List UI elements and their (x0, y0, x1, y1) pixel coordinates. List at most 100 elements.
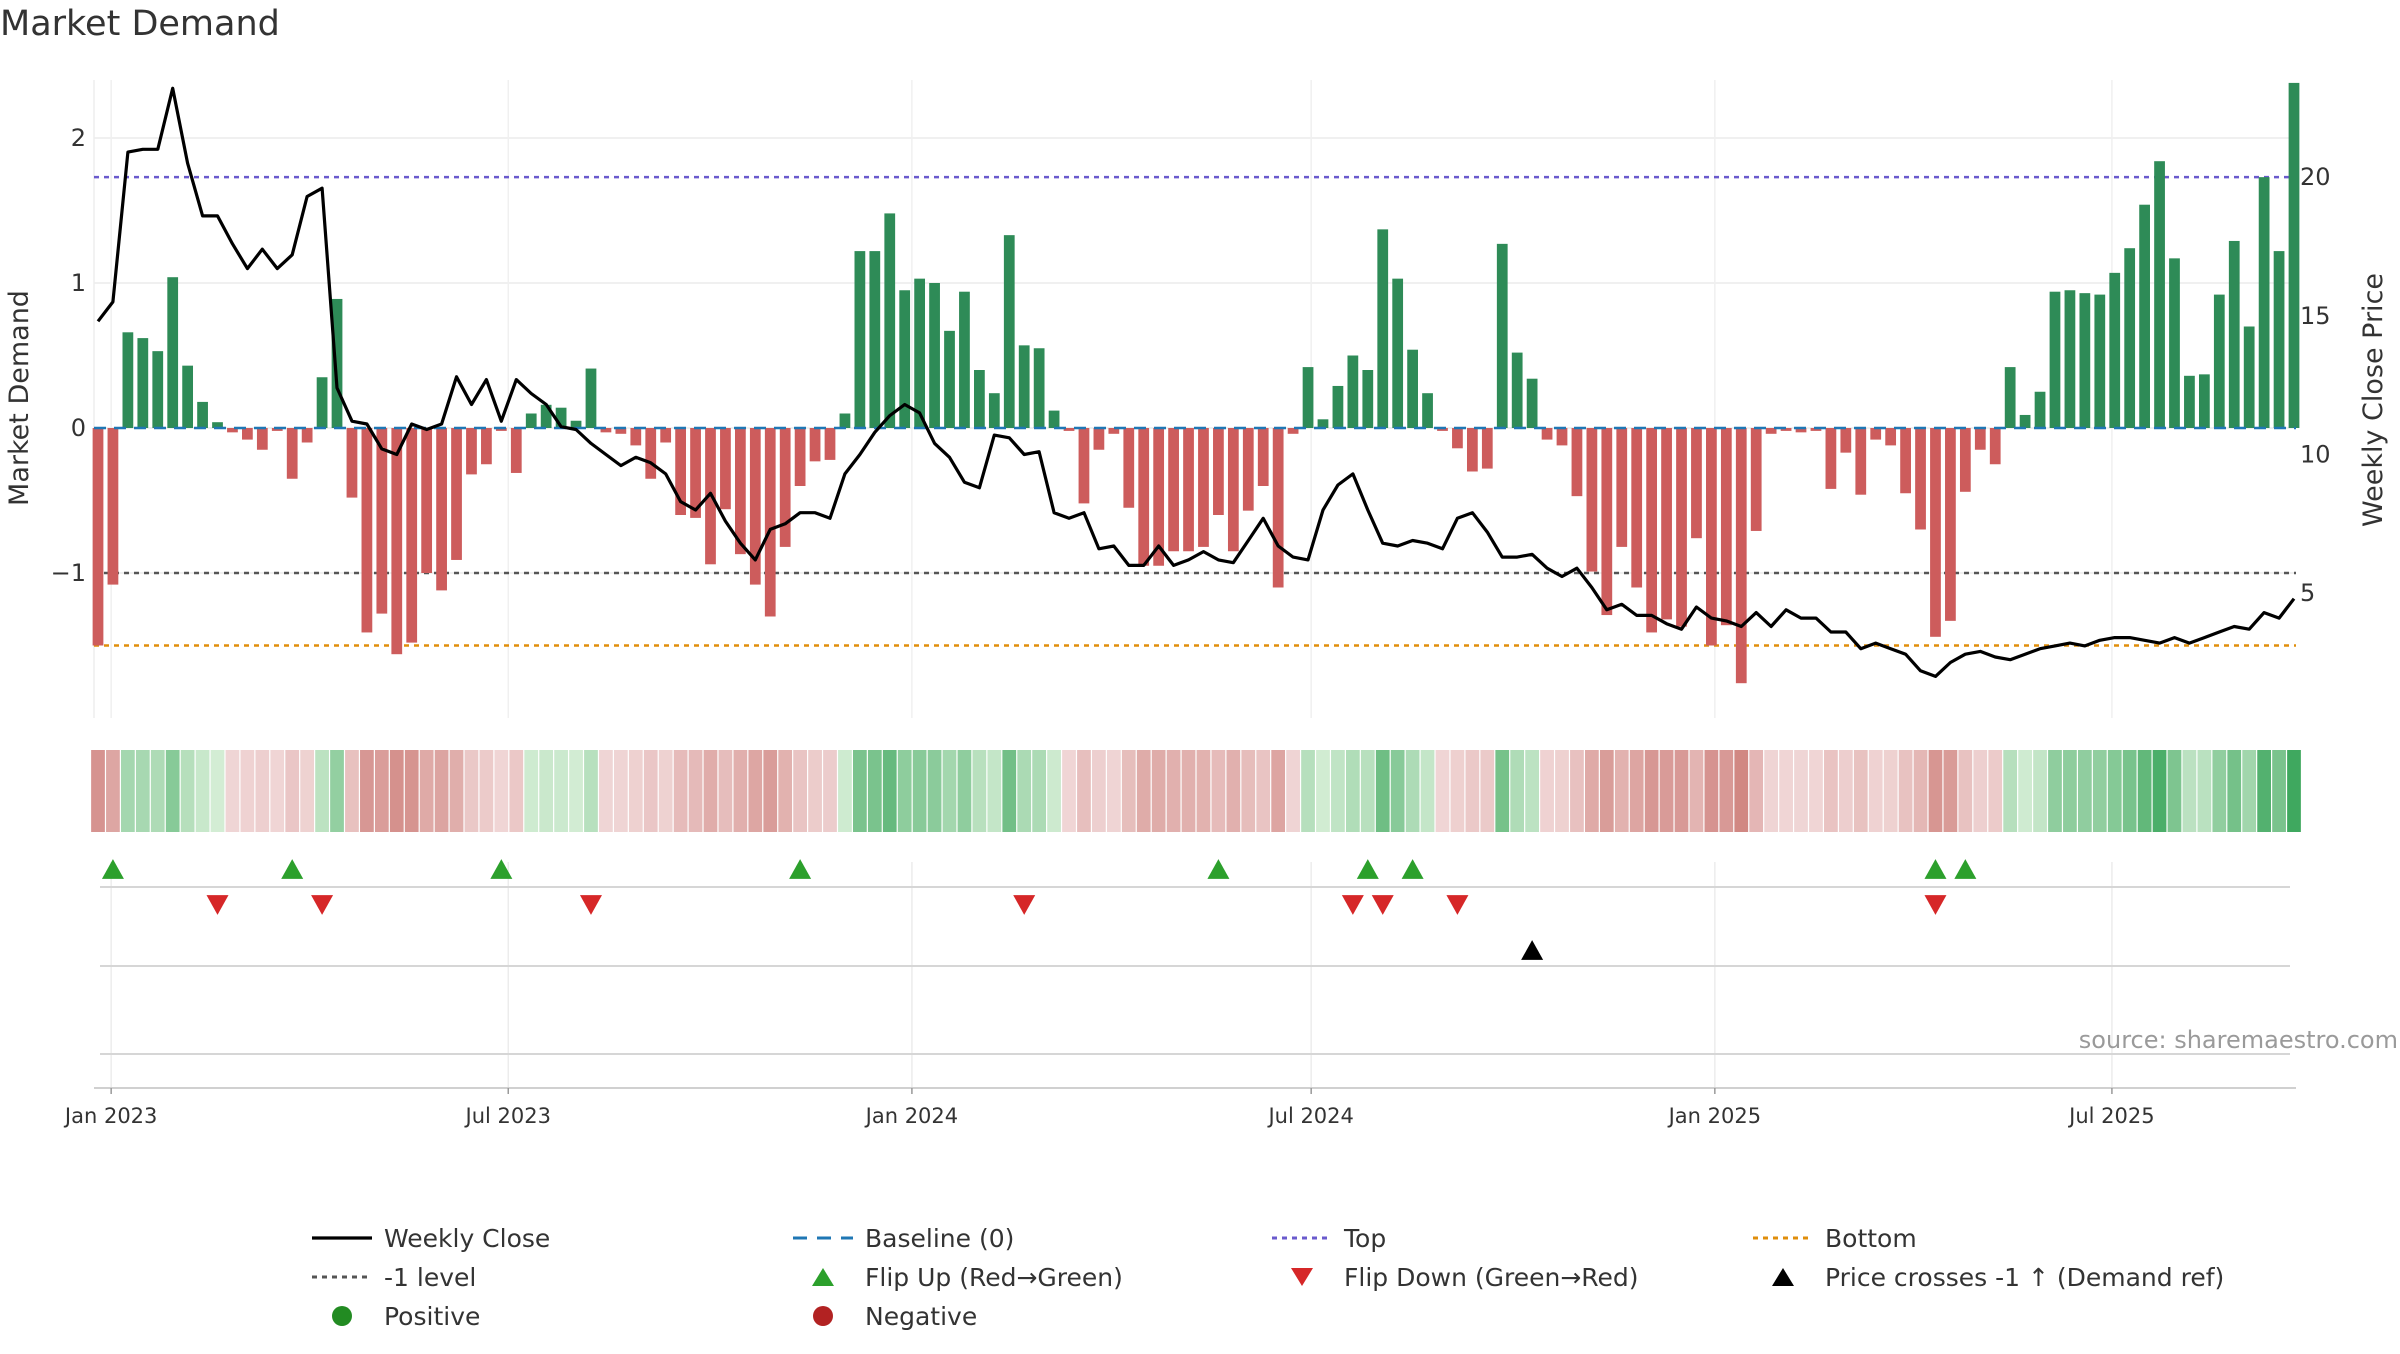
demand-bar (1900, 428, 1911, 494)
heat-strip-cell (1256, 750, 1271, 832)
demand-bar (2049, 291, 2061, 428)
demand-bar (2258, 177, 2270, 428)
heat-strip-cell (1570, 750, 1584, 832)
demand-bar (1765, 428, 1777, 434)
demand-bar (2139, 204, 2150, 428)
demand-bar (256, 428, 268, 450)
heat-strip-cell (1824, 750, 1838, 832)
heat-strip-cell (2272, 750, 2286, 832)
legend-item: Weekly Close (312, 1224, 550, 1253)
demand-bar (1750, 428, 1762, 531)
demand-bar (107, 428, 119, 585)
demand-bar (525, 413, 537, 428)
demand-bar (197, 401, 208, 428)
heat-strip-cell (2003, 750, 2018, 832)
heat-strip-cell (419, 750, 434, 832)
heat-strip-cell (1898, 750, 1913, 832)
legend-label: Weekly Close (384, 1224, 550, 1253)
heat-strip-cell (121, 750, 135, 832)
demand-bar (1959, 428, 1971, 492)
heat-strip-cell (210, 750, 225, 832)
heat-strip-cell (374, 750, 389, 832)
heat-strip-cell (1644, 750, 1659, 832)
y-tick-label-right: 20 (2300, 163, 2331, 191)
heat-strip-cell (1211, 750, 1226, 832)
legend-swatch-triangle (812, 1268, 834, 1286)
y-axis-label-right: Weekly Close Price (2358, 273, 2389, 527)
heat-strip-cell (2287, 750, 2301, 832)
demand-bar (1989, 428, 2001, 465)
signal-markers (101, 859, 1977, 960)
heat-strip-cell (1599, 750, 1614, 832)
x-tick-label: Jul 2024 (1266, 1104, 1353, 1128)
demand-bar (1526, 378, 1538, 428)
heat-strip-cell (853, 750, 867, 832)
demand-bar (764, 428, 776, 617)
demand-bar (1915, 428, 1926, 530)
heat-strip-cell (434, 750, 449, 832)
demand-bar (2169, 258, 2180, 428)
demand-bar (1974, 428, 1986, 450)
heat-strip-cell (972, 750, 987, 832)
demand-bar (1063, 428, 1075, 431)
demand-bar (2004, 367, 2016, 428)
heat-strip-cell (643, 750, 658, 832)
demand-bar (1437, 428, 1448, 431)
legend-item: Top (1272, 1224, 1386, 1253)
demand-bar (1795, 428, 1807, 433)
heat-strip-cell (2182, 750, 2197, 832)
demand-bar (242, 428, 253, 440)
legend-swatch-triangle (1291, 1268, 1313, 1286)
heat-strip-cell (150, 750, 165, 832)
legend-label: Flip Down (Green→Red) (1344, 1263, 1639, 1292)
demand-bar (2109, 272, 2121, 428)
heat-strip-cell (1674, 750, 1689, 832)
heat-strip-cell (1614, 750, 1629, 832)
demand-bar (1168, 428, 1179, 552)
demand-bar (1452, 428, 1463, 449)
heat-strip-cell (1913, 750, 1928, 832)
demand-bar (1571, 428, 1583, 497)
heat-strip-cell (1495, 750, 1510, 832)
price-cross-marker (1521, 940, 1544, 960)
heat-strip-cell (1988, 750, 2003, 832)
demand-bar (1422, 393, 1433, 428)
demand-bar (451, 428, 462, 560)
heat-strip-cell (225, 750, 240, 832)
demand-bar (869, 251, 881, 428)
flip-down-marker (1371, 895, 1394, 915)
legend-label: Positive (384, 1302, 480, 1331)
legend-item: -1 level (312, 1263, 476, 1292)
reference-lines (94, 175, 2296, 647)
heat-strip-cell (1585, 750, 1599, 832)
heat-strip-cell (1734, 750, 1749, 832)
demand-bar (92, 428, 104, 646)
demand-bar (376, 428, 388, 614)
demand-bar (540, 404, 552, 428)
heat-strip-cell (1166, 750, 1181, 832)
x-tick-label: Jan 2023 (63, 1104, 158, 1128)
demand-bar (630, 428, 642, 446)
legend-item: Negative (813, 1302, 977, 1331)
heat-strip-cell (569, 750, 583, 832)
demand-bar (1377, 229, 1389, 428)
heat-strip-cell (2048, 750, 2062, 832)
y-axis-label-left: Market Demand (4, 290, 35, 506)
demand-bar (2064, 290, 2076, 428)
heat-strip-cell (1943, 750, 1958, 832)
demand-bar (1691, 428, 1702, 539)
demand-bar (1272, 428, 1284, 588)
demand-bar (959, 291, 970, 428)
x-tick-label: Jul 2023 (464, 1104, 551, 1128)
heat-strip-cell (1779, 750, 1793, 832)
demand-bar (406, 428, 418, 643)
legend-label: Top (1343, 1224, 1386, 1253)
heat-strip-cell (1480, 750, 1495, 832)
legend-item: Price crosses -1 ↑ (Demand ref) (1772, 1263, 2224, 1292)
demand-bar (809, 428, 821, 462)
demand-bar (1586, 428, 1598, 572)
demand-bar (495, 428, 507, 431)
heat-strip-cell (2227, 750, 2242, 832)
heat-strip-cell (2063, 750, 2077, 832)
demand-bar (824, 428, 836, 460)
